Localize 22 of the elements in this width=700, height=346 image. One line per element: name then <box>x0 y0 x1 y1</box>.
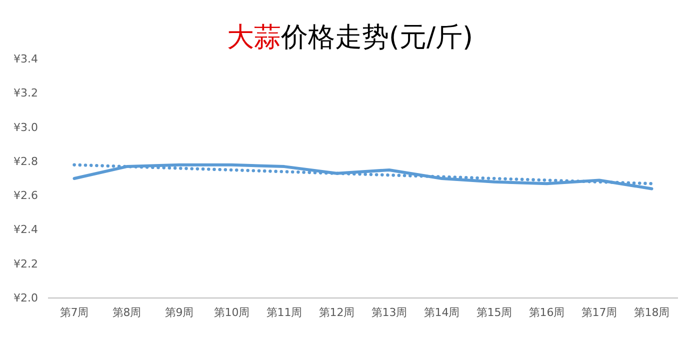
x-tick-label: 第8周 <box>112 306 142 319</box>
x-tick-label: 第14周 <box>424 306 460 319</box>
y-tick-label: ¥3.0 <box>14 120 38 134</box>
line-series <box>72 163 654 190</box>
y-tick-label: ¥2.6 <box>14 189 38 202</box>
x-tick-label: 第13周 <box>371 306 408 319</box>
x-tick-label: 第10周 <box>214 306 250 319</box>
x-tick-label: 第17周 <box>581 306 618 319</box>
y-tick-label: ¥2.0 <box>14 292 38 305</box>
x-tick-label: 第12周 <box>318 306 355 319</box>
y-tick-label: ¥2.4 <box>14 223 38 236</box>
y-tick-label: ¥2.2 <box>14 257 38 270</box>
y-tick-label: ¥3.2 <box>14 86 38 100</box>
chart-title: 大蒜价格走势(元/斤) <box>226 22 474 53</box>
y-tick-label: ¥2.8 <box>14 154 38 168</box>
x-tick-label: 第9周 <box>164 306 194 319</box>
x-tick-label: 第11周 <box>266 306 302 319</box>
x-tick-label: 第15周 <box>476 306 512 319</box>
y-tick-label: ¥3.4 <box>14 52 38 66</box>
x-tick-label: 第16周 <box>528 306 565 319</box>
x-tick-label: 第7周 <box>60 306 89 319</box>
x-tick-label: 第18周 <box>634 306 670 319</box>
